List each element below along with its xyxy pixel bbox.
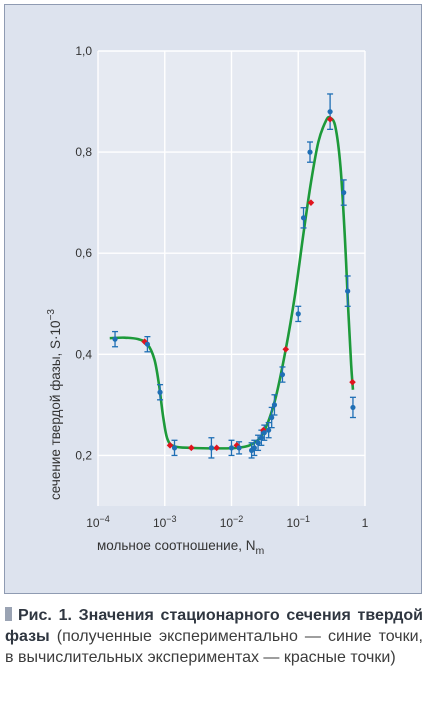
y-tick-labels: 0,2 0,4 0,6 0,8 1,0: [75, 44, 92, 462]
y-tick-label-3: 0,8: [75, 145, 92, 159]
caption-title: Рис. 1. Значения стационарного сечения т…: [5, 607, 423, 645]
x-tick-label-2: 10−2: [220, 514, 244, 530]
experiment-point-17: [300, 215, 307, 221]
experiment-point-21: [345, 288, 351, 294]
chart: 0,2 0,4 0,6 0,8 1,0 10−4 10−3 10−2 10−1 1 мольно…: [46, 44, 369, 557]
computed-point-8: [326, 115, 334, 123]
computed-point-7: [307, 199, 315, 206]
experiment-points: [112, 109, 356, 453]
y-tick-label-0: 0,2: [75, 448, 92, 462]
computed-point-3: [213, 444, 220, 452]
experiment-point-18: [307, 149, 313, 155]
experiment-point-10: [258, 435, 264, 441]
y-tick-label-4: 1,0: [75, 44, 92, 58]
computed-point-1: [166, 442, 174, 449]
x-tick-label-3: 10−1: [286, 514, 310, 530]
y-axis-label: сечение твердой фазы, S·10−3: [46, 309, 63, 500]
y-tick-label-2: 0,6: [75, 246, 92, 260]
y-tick-label-1: 0,4: [75, 347, 92, 361]
x-tick-labels: 10−4 10−3 10−2 10−1 1: [86, 514, 368, 530]
x-tick-label-1: 10−3: [153, 514, 177, 530]
figure-caption: Рис. 1. Значения стационарного сечения т…: [5, 605, 423, 668]
experiment-point-8: [251, 445, 257, 451]
computed-point-6: [282, 345, 290, 353]
experiment-point-2: [157, 389, 163, 395]
experiment-point-6: [236, 445, 242, 451]
experiment-point-19: [327, 109, 333, 115]
experiment-point-22: [350, 404, 356, 411]
caption-marker: [5, 607, 12, 621]
experiment-point-12: [266, 427, 272, 433]
fitted-curve: [109, 115, 355, 450]
grid: [97, 50, 366, 506]
caption-text: (полученные экспериментально — синие точ…: [5, 628, 423, 666]
experiment-point-4: [208, 445, 215, 451]
experiment-point-11: [261, 430, 267, 436]
computed-point-5: [260, 426, 267, 434]
experiment-point-14: [271, 402, 278, 408]
experiment-point-13: [269, 414, 275, 421]
experiment-point-16: [295, 311, 301, 317]
experiment-point-15: [279, 371, 286, 378]
experiment-point-3: [171, 445, 178, 451]
experiment-point-1: [144, 341, 151, 347]
x-tick-label-0: 10−4: [86, 514, 110, 530]
x-axis-label: мольное соотношение, Nm: [97, 538, 265, 557]
experiment-point-9: [255, 440, 261, 446]
experiment-point-0: [112, 336, 118, 342]
figure-panel: 0,2 0,4 0,6 0,8 1,0 10−4 10−3 10−2 10−1 1 мольно…: [4, 4, 422, 594]
computed-point-2: [188, 444, 195, 452]
x-tick-label-4: 1: [362, 516, 369, 530]
experiment-point-5: [228, 445, 235, 451]
computed-point-9: [349, 378, 356, 386]
experiment-point-20: [341, 189, 347, 196]
